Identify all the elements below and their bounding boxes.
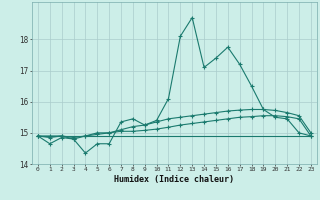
X-axis label: Humidex (Indice chaleur): Humidex (Indice chaleur)	[115, 175, 234, 184]
